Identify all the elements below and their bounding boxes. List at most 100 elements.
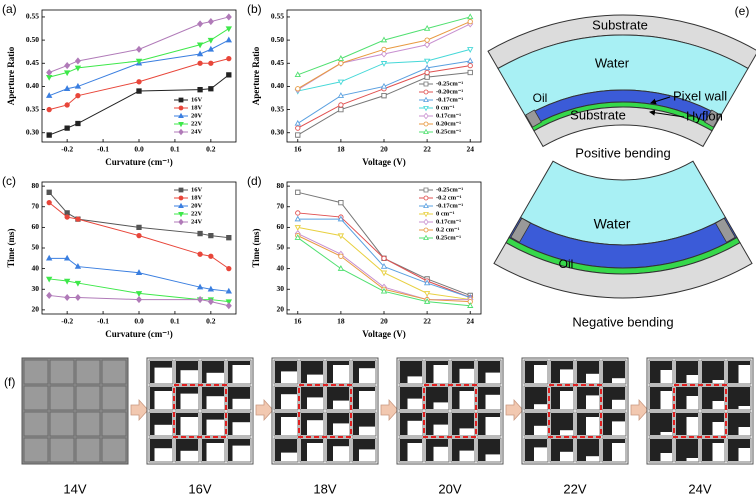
data-point xyxy=(197,87,203,93)
data-point xyxy=(467,18,473,25)
data-point xyxy=(207,298,214,306)
pixel-cell xyxy=(75,411,101,437)
oil-patch xyxy=(603,413,625,422)
caption: Negative bending xyxy=(572,314,673,329)
legend-marker xyxy=(178,105,184,111)
oil-patch xyxy=(577,361,586,383)
caption: Positive bending xyxy=(575,145,670,160)
oil-patch xyxy=(150,361,172,368)
data-point xyxy=(295,125,301,131)
data-point xyxy=(136,232,142,239)
data-point xyxy=(207,37,215,44)
oil-patch xyxy=(478,387,486,409)
data-point xyxy=(424,74,430,80)
y-tick-label: 0.40 xyxy=(26,81,39,90)
oil-patch xyxy=(150,439,172,449)
data-point xyxy=(64,62,71,70)
oil-patch xyxy=(327,413,333,435)
data-point xyxy=(467,62,473,69)
step-arrow xyxy=(505,398,524,422)
x-tick-label: 0.2 xyxy=(206,317,216,326)
x-tick-label: 20 xyxy=(380,317,388,326)
oil-patch xyxy=(676,387,698,396)
x-tick-label: -0.2 xyxy=(61,145,73,154)
data-point xyxy=(380,61,388,67)
y-tick-label: 20 xyxy=(277,305,285,314)
data-point xyxy=(381,46,387,53)
y-tick-label: 0.30 xyxy=(271,127,284,136)
chart-panel: (d) 16 18 20 22 24 20 30 40 50 60 70 80 Voltage (V) Ti… xyxy=(247,174,482,339)
pixel-cell xyxy=(101,411,127,437)
caption: 24V xyxy=(688,481,711,496)
pixel-cell xyxy=(23,385,49,411)
data-point xyxy=(135,291,143,297)
legend-label: 24V xyxy=(191,218,203,225)
step-arrow xyxy=(130,398,149,422)
panel-label: (d) xyxy=(247,174,262,188)
oil-patch xyxy=(150,413,155,435)
y-tick-label: 0.45 xyxy=(271,58,284,67)
oil-patch xyxy=(728,439,739,461)
x-tick-label: 0.1 xyxy=(170,145,180,154)
oil-patch xyxy=(525,439,547,448)
pixel-wall xyxy=(714,217,736,243)
pixel-cell xyxy=(75,359,101,385)
oil-patch xyxy=(426,361,434,383)
oil-patch xyxy=(478,387,500,395)
oil-patch xyxy=(202,439,224,443)
data-point xyxy=(74,262,82,269)
oil-patch xyxy=(452,387,460,409)
x-tick-label: -0.1 xyxy=(97,145,109,154)
data-point xyxy=(381,255,387,261)
y-tick-label: 30 xyxy=(277,284,285,293)
oil-patch xyxy=(577,439,586,461)
pixel-cell xyxy=(75,437,101,463)
oil-patch xyxy=(202,439,207,461)
layer-label: Water xyxy=(595,55,630,70)
y-axis-label: Time (ms) xyxy=(251,228,261,267)
data-point xyxy=(294,119,301,126)
data-point xyxy=(295,210,301,216)
callout-arrow xyxy=(649,109,685,118)
data-point xyxy=(197,296,204,304)
x-tick-label: 16 xyxy=(294,317,302,326)
oil-patch xyxy=(301,413,323,421)
data-point xyxy=(294,215,301,222)
data-point xyxy=(467,69,473,76)
data-point xyxy=(380,287,388,294)
panel-label: (f) xyxy=(4,375,15,389)
y-tick-label: 30 xyxy=(32,284,40,293)
data-point xyxy=(75,93,81,99)
oil-patch xyxy=(577,387,586,409)
data-point xyxy=(46,92,53,98)
caption: 22V xyxy=(563,481,586,496)
oil-patch xyxy=(728,387,739,409)
x-axis-label: Voltage (V) xyxy=(362,157,405,167)
oil-patch xyxy=(452,387,474,391)
oil-patch xyxy=(275,387,297,395)
data-point xyxy=(225,299,232,306)
data-point xyxy=(381,93,387,99)
oil-patch xyxy=(551,413,560,435)
y-tick-label: 80 xyxy=(32,181,40,190)
oil-patch xyxy=(176,387,181,409)
oil-patch xyxy=(353,361,359,383)
oil-patch xyxy=(353,387,359,409)
data-point xyxy=(380,36,388,43)
pixel-cell xyxy=(101,385,127,411)
legend-marker xyxy=(423,212,429,218)
y-tick-label: 70 xyxy=(277,201,285,210)
data-point xyxy=(46,132,52,138)
oil-patch xyxy=(702,439,713,461)
data-point xyxy=(423,279,431,286)
oil-patch xyxy=(676,387,687,409)
caption: 20V xyxy=(438,481,461,496)
oil-patch xyxy=(176,439,198,451)
data-point xyxy=(467,302,474,308)
oil-patch xyxy=(228,387,233,409)
x-tick-label: 16 xyxy=(294,145,302,154)
legend-label: 22V xyxy=(191,210,203,217)
data-point xyxy=(136,88,142,94)
layer-label: Pixel wall xyxy=(673,88,727,103)
